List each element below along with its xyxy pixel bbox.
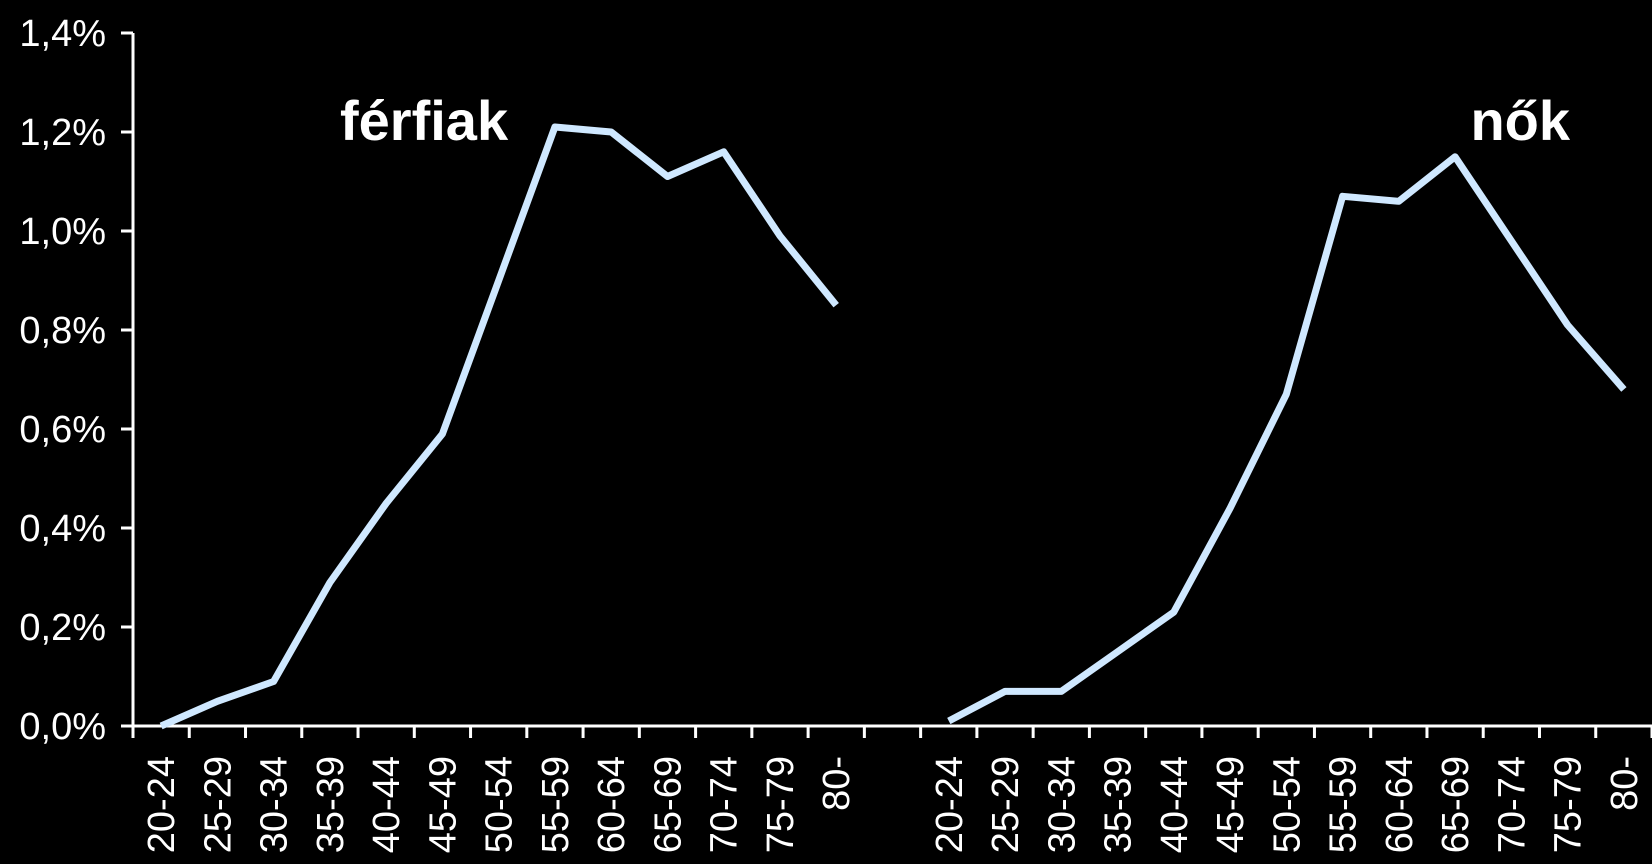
y-tick-label: 0,4% [19,508,106,550]
x-tick-label: 45-49 [1210,756,1252,853]
x-tick-label: 75-79 [1548,756,1590,853]
x-tick-label: 65-69 [647,756,689,853]
x-tick-label: 30-34 [1041,756,1083,853]
x-tick-label: 35-39 [310,756,352,853]
series-label-nok: nők [1470,89,1570,152]
series-line-ferfiak [159,123,839,730]
x-tick-label: 60-64 [591,756,633,853]
x-tick-label: 50-54 [479,756,521,853]
x-tick-label: 25-29 [197,756,239,853]
x-tick-label: 70-74 [1491,756,1533,853]
x-tick-label: 35-39 [1098,756,1140,853]
y-tick-label: 1,0% [19,211,106,253]
y-tick-label: 1,2% [19,112,106,154]
x-tick-label: 80- [816,756,858,811]
x-tick-label: 75-79 [760,756,802,853]
y-tick-label: 0,6% [19,409,106,451]
x-tick-label: 30-34 [254,756,296,853]
x-tick-label: 70-74 [704,756,746,853]
y-tick-label: 1,4% [19,13,106,55]
x-tick-label: 65-69 [1435,756,1477,853]
x-tick-label: 20-24 [141,756,183,853]
x-tick-label: 20-24 [929,756,971,853]
x-tick-label: 55-59 [535,756,577,853]
y-tick-label: 0,2% [19,607,106,649]
x-tick-label: 40-44 [1154,756,1196,853]
x-tick-label: 25-29 [985,756,1027,853]
series-labels: férfiak nők [340,89,1571,152]
series-line-nok [947,153,1627,725]
x-tick-label: 45-49 [422,756,464,853]
x-tick-label: 60-64 [1379,756,1421,853]
y-tick-label: 0,8% [19,310,106,352]
x-tick-label: 50-54 [1266,756,1308,853]
x-tick-label: 55-59 [1323,756,1365,853]
x-tick-label: 40-44 [366,756,408,853]
x-axis: 20-24 25-29 30-34 35-39 40-44 45-49 50-54 55-59… [131,724,1652,853]
y-axis: 0,0% 0,2% 0,4% 0,6% 0,8% 1,0% 1,2% 1,4% [19,13,135,748]
y-tick-label: 0,0% [19,706,106,748]
series-label-ferfiak: férfiak [340,89,509,152]
x-tick-label: 80- [1604,756,1646,811]
series-lines [159,123,1627,730]
